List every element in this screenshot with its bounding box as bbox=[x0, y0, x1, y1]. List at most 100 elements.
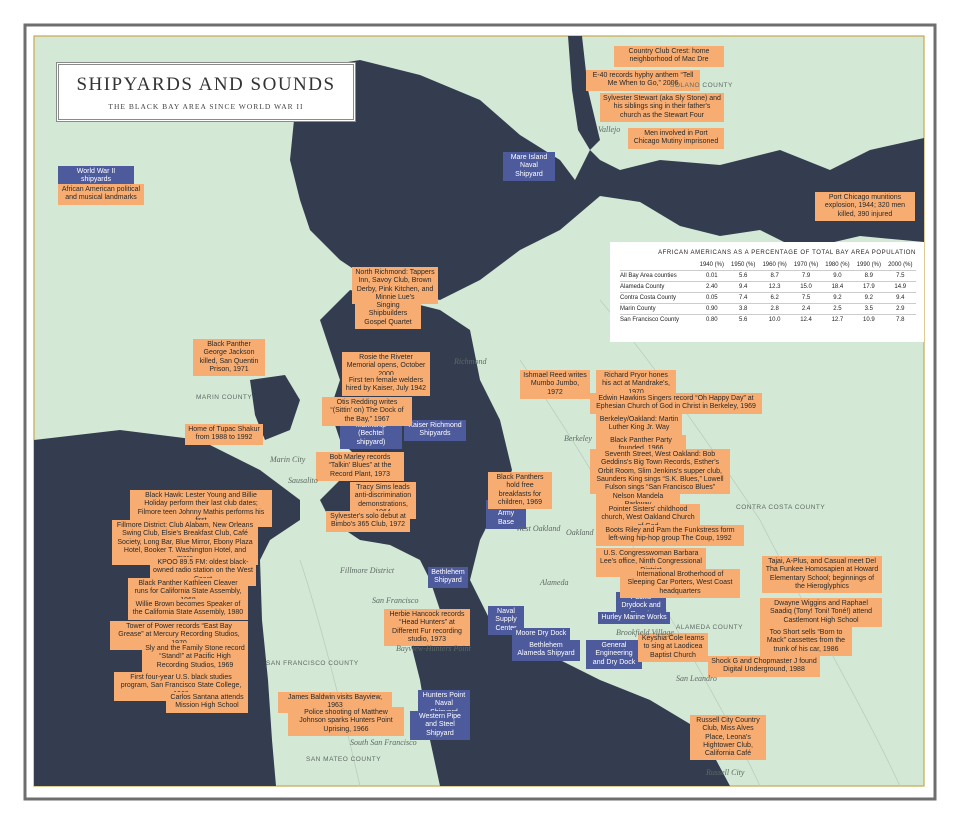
shipyard-label: Kaiser Richmond Shipyards bbox=[404, 420, 466, 441]
shipyard-label: Bethlehem Shipyard bbox=[428, 567, 468, 588]
landmark-label: Sylvester Stewart (aka Sly Stone) and hi… bbox=[600, 93, 724, 122]
place-name: San Francisco bbox=[372, 596, 419, 605]
place-name: SOLANO COUNTY bbox=[670, 82, 733, 89]
cell: 7.5 bbox=[790, 292, 822, 304]
landmark-label: Country Club Crest: home neighborhood of… bbox=[614, 46, 724, 67]
landmark-label: Berkeley/Oakland: Martin Luther King Jr.… bbox=[596, 414, 682, 435]
table-row: Alameda County 2.40 9.4 12.3 15.0 18.4 17.9 14.… bbox=[620, 281, 916, 293]
table-row: All Bay Area counties 0.01 5.6 8.7 7.9 9.0 8.9… bbox=[620, 270, 916, 282]
place-name: Russell City bbox=[706, 768, 745, 777]
place-name: Berkeley bbox=[564, 434, 592, 443]
landmark-label: Police shooting of Matthew Johnson spark… bbox=[288, 707, 404, 736]
cell: 12.7 bbox=[821, 314, 854, 325]
landmark-label: Black Panthers hold free breakfasts for … bbox=[488, 472, 552, 509]
landmark-label: Boots Riley and Pam the Funkstress form … bbox=[596, 525, 744, 546]
place-name: ALAMEDA COUNTY bbox=[676, 624, 743, 631]
row-label: Contra Costa County bbox=[620, 292, 697, 304]
landmark-label: Herbie Hancock records “Head Hunters” at… bbox=[384, 609, 470, 646]
row-label: Marin County bbox=[620, 303, 697, 315]
cell: 14.9 bbox=[884, 281, 916, 293]
cell: 15.0 bbox=[790, 281, 822, 293]
cell: 3.8 bbox=[727, 303, 759, 315]
place-name: CONTRA COSTA COUNTY bbox=[736, 504, 826, 511]
landmark-label: Otis Redding writes “(Sittin' on) The Do… bbox=[322, 397, 412, 426]
row-label: Alameda County bbox=[620, 281, 697, 293]
place-name: Vallejo bbox=[598, 125, 621, 134]
cell: 0.05 bbox=[696, 292, 728, 304]
landmark-label: Edwin Hawkins Singers record “Oh Happy D… bbox=[590, 393, 762, 414]
cell: 2.40 bbox=[696, 281, 728, 293]
header-row: 1940 (%) 1950 (%) 1960 (%) 1970 (%) 1980 (%)… bbox=[620, 260, 916, 271]
landmark-label: Port Chicago munitions explosion, 1944; … bbox=[815, 192, 915, 221]
title-box: SHIPYARDS AND SOUNDS THE BLACK BAY AREA … bbox=[56, 62, 356, 122]
shipyard-label: Hurley Marine Works bbox=[598, 612, 670, 625]
cell: 9.2 bbox=[821, 292, 854, 304]
shipyard-label: Bethlehem Alameda Shipyard bbox=[512, 640, 580, 661]
table-row: San Francisco County 0.80 5.6 10.0 12.4 12.7 1… bbox=[620, 314, 916, 325]
place-name: Alameda bbox=[540, 578, 569, 587]
shipyard-label: Mare Island Naval Shipyard bbox=[503, 152, 555, 181]
cell: 5.6 bbox=[727, 314, 759, 325]
column-header: 2000 (%) bbox=[888, 262, 913, 268]
landmark-label: Keyshia Cole learns to sing at Laodicea … bbox=[638, 633, 708, 662]
table-body: All Bay Area counties 0.01 5.6 8.7 7.9 9.0 8.9… bbox=[620, 270, 916, 325]
landmark-label: Home of Tupac Shakur from 1988 to 1992 bbox=[185, 424, 263, 445]
landmark-label: Carlos Santana attends Mission High Scho… bbox=[166, 692, 248, 713]
row-label: All Bay Area counties bbox=[620, 270, 697, 282]
column-header: 1950 (%) bbox=[731, 262, 756, 268]
cell: 0.80 bbox=[696, 314, 728, 325]
column-header: 1980 (%) bbox=[825, 262, 850, 268]
column-header: 1990 (%) bbox=[856, 262, 882, 268]
cell: 18.4 bbox=[821, 281, 854, 293]
row-label: San Francisco County bbox=[620, 314, 697, 325]
table-title: AFRICAN AMERICANS AS A PERCENTAGE OF TOT… bbox=[658, 250, 916, 256]
landmark-label: Shock G and Chopmaster J found Digital U… bbox=[708, 656, 820, 677]
cell: 7.4 bbox=[727, 292, 759, 304]
place-name: South San Francisco bbox=[350, 738, 417, 747]
cell: 2.5 bbox=[821, 303, 854, 315]
shipyard-label: Moore Dry Dock bbox=[512, 628, 570, 641]
subtitle: THE BLACK BAY AREA SINCE WORLD WAR II bbox=[108, 102, 304, 111]
column-header: 1940 (%) bbox=[699, 262, 724, 268]
cell: 7.5 bbox=[884, 270, 916, 282]
cell: 0.90 bbox=[696, 303, 728, 315]
landmark-label: Sly and the Family Stone record “Stand!”… bbox=[142, 643, 248, 672]
landmark-label: Bob Marley records “Talkin' Blues” at th… bbox=[316, 452, 404, 481]
cell: 8.9 bbox=[853, 270, 885, 282]
shipyard-label: General Engineering and Dry Dock bbox=[586, 640, 642, 669]
table: 1940 (%) 1950 (%) 1960 (%) 1970 (%) 1980 (%)… bbox=[620, 260, 916, 325]
cell: 17.9 bbox=[853, 281, 885, 293]
landmark-label: E-40 records hyphy anthem “Tell Me When … bbox=[586, 70, 700, 91]
place-name: Richmond bbox=[454, 357, 487, 366]
cell: 7.8 bbox=[884, 314, 916, 325]
cell: 0.01 bbox=[696, 270, 728, 282]
landmark-label: Tajai, A-Plus, and Casual meet Del Tha F… bbox=[762, 556, 882, 593]
column-header: 1970 (%) bbox=[793, 262, 819, 268]
landmark-label: Russell City Country Club, Miss Alves Pl… bbox=[690, 715, 766, 761]
landmark-label: North Richmond: Tappers Inn, Savoy Club,… bbox=[352, 267, 438, 304]
place-name: West Oakland bbox=[516, 524, 561, 533]
cell: 12.4 bbox=[790, 314, 822, 325]
cell: 9.2 bbox=[853, 292, 885, 304]
place-name: SAN MATEO COUNTY bbox=[306, 756, 382, 763]
landmark-label: Sylvester's solo debut at Bimbo's 365 Cl… bbox=[326, 511, 410, 532]
legend-landmarks: African American political and musical l… bbox=[58, 184, 144, 205]
place-name: Bayview-Hunters Point bbox=[396, 644, 471, 653]
cell: 2.4 bbox=[790, 303, 822, 315]
corner bbox=[620, 260, 696, 271]
column-header: 1960 (%) bbox=[762, 262, 787, 268]
cell: 8.7 bbox=[758, 270, 791, 282]
cell: 12.3 bbox=[758, 281, 791, 293]
place-name: Brookfield Village bbox=[616, 628, 674, 637]
landmark-label: Singing Shipbuilders Gospel Quartet bbox=[355, 300, 421, 329]
cell: 2.9 bbox=[884, 303, 916, 315]
cell: 6.2 bbox=[758, 292, 791, 304]
place-name: Sausalito bbox=[288, 476, 318, 485]
landmark-label: Ishmael Reed writes Mumbo Jumbo, 1972 bbox=[520, 370, 590, 399]
place-name: Marin City bbox=[270, 455, 306, 464]
cell: 10.9 bbox=[853, 314, 885, 325]
landmark-label: Dwayne Wiggins and Raphael Saadiq (Tony!… bbox=[760, 598, 882, 627]
cell: 7.9 bbox=[790, 270, 822, 282]
